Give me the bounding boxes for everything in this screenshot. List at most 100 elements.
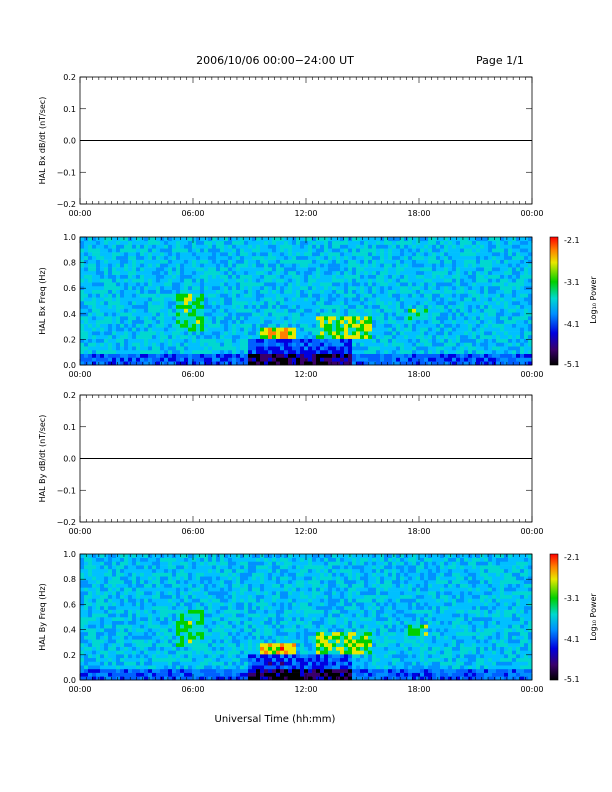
spectrogram-cell: [80, 327, 85, 332]
spectrogram-cell: [344, 278, 349, 283]
spectrogram-cell: [508, 237, 513, 242]
spectrogram-cell: [344, 331, 349, 336]
spectrogram-cell: [288, 248, 293, 253]
spectrogram-cell: [132, 319, 137, 324]
spectrogram-cell: [280, 248, 285, 253]
spectrogram-cell: [232, 278, 237, 283]
spectrogram-cell: [248, 316, 253, 321]
spectrogram-cell: [344, 308, 349, 313]
spectrogram-cell: [400, 327, 405, 332]
spectrogram-cell: [188, 346, 193, 351]
spectrogram-cell: [200, 282, 205, 287]
spectrogram-cell: [116, 297, 121, 302]
spectrogram-cell: [316, 349, 321, 354]
spectrogram-cell: [332, 289, 337, 294]
spectrogram-cell: [200, 240, 205, 245]
spectrogram-cell: [260, 297, 265, 302]
spectrogram-cell: [172, 323, 177, 328]
spectrogram-cell: [412, 361, 417, 366]
spectrogram-cell: [304, 252, 309, 257]
spectrogram-cell: [260, 346, 265, 351]
spectrogram-cell: [472, 289, 477, 294]
spectrogram-cell: [508, 274, 513, 279]
spectrogram-cell: [284, 240, 289, 245]
spectrogram-cell: [296, 353, 301, 358]
spectrogram-cell: [388, 338, 393, 343]
spectrogram-cell: [204, 293, 209, 298]
spectrogram-cell: [424, 316, 429, 321]
spectrogram-cell: [432, 323, 437, 328]
spectrogram-cell: [92, 338, 97, 343]
spectrogram-cell: [460, 323, 465, 328]
spectrogram-cell: [400, 319, 405, 324]
spectrogram-cell: [256, 319, 261, 324]
spectrogram-cell: [84, 334, 89, 339]
spectrogram-cell: [236, 255, 241, 260]
spectrogram-cell: [260, 338, 265, 343]
x-tick-label: 00:00: [68, 209, 91, 218]
spectrogram-cell: [152, 579, 157, 584]
spectrogram-cell: [188, 285, 193, 290]
spectrogram-cell: [116, 312, 121, 317]
spectrogram-cell: [112, 668, 117, 673]
spectrogram-cell: [220, 285, 225, 290]
spectrogram-cell: [80, 248, 85, 253]
spectrogram-cell: [156, 308, 161, 313]
spectrogram-cell: [244, 338, 249, 343]
spectrogram-cell: [452, 361, 457, 366]
x-tick-label: 18:00: [407, 527, 430, 536]
spectrogram-cell: [416, 289, 421, 294]
spectrogram-cell: [140, 334, 145, 339]
spectrogram-cell: [104, 657, 109, 662]
spectrogram-cell: [324, 327, 329, 332]
spectrogram-cell: [296, 274, 301, 279]
spectrogram-cell: [396, 304, 401, 309]
spectrogram-cell: [392, 282, 397, 287]
spectrogram-cell: [288, 293, 293, 298]
spectrogram-cell: [96, 661, 101, 666]
spectrogram-cell: [444, 301, 449, 306]
spectrogram-cell: [180, 259, 185, 264]
spectrogram-cell: [280, 259, 285, 264]
spectrogram-cell: [196, 259, 201, 264]
spectrogram-cell: [204, 289, 209, 294]
y-tick-label: 0.6: [63, 284, 76, 293]
spectrogram-cell: [108, 650, 113, 655]
spectrogram-cell: [100, 357, 105, 362]
spectrogram-cell: [444, 293, 449, 298]
spectrogram-cell: [228, 338, 233, 343]
spectrogram-cell: [136, 661, 141, 666]
spectrogram-cell: [280, 237, 285, 242]
spectrogram-cell: [120, 572, 125, 577]
spectrogram-cell: [124, 346, 129, 351]
spectrogram-cell: [444, 263, 449, 268]
spectrogram-cell: [144, 312, 149, 317]
spectrogram-cell: [352, 278, 357, 283]
spectrogram-cell: [188, 278, 193, 283]
spectrogram-cell: [336, 334, 341, 339]
spectrogram-cell: [236, 346, 241, 351]
spectrogram-cell: [480, 285, 485, 290]
spectrogram-cell: [524, 316, 529, 321]
spectrogram-cell: [80, 665, 85, 670]
spectrogram-cell: [404, 349, 409, 354]
spectrogram-cell: [104, 568, 109, 573]
spectrogram-cell: [80, 661, 85, 666]
spectrogram-cell: [292, 323, 297, 328]
spectrogram-cell: [116, 316, 121, 321]
spectrogram-cell: [84, 631, 89, 636]
spectrogram-cell: [100, 252, 105, 257]
spectrogram-cell: [304, 259, 309, 264]
spectrogram-cell: [396, 278, 401, 283]
spectrogram-cell: [316, 304, 321, 309]
spectrogram-cell: [132, 316, 137, 321]
spectrogram-cell: [264, 319, 269, 324]
spectrogram-cell: [348, 267, 353, 272]
spectrogram-cell: [100, 631, 105, 636]
spectrogram-cell: [240, 293, 245, 298]
spectrogram-cell: [528, 338, 533, 343]
spectrogram-cell: [364, 270, 369, 275]
spectrogram-cell: [152, 353, 157, 358]
spectrogram-cell: [400, 304, 405, 309]
spectrogram-cell: [96, 628, 101, 633]
